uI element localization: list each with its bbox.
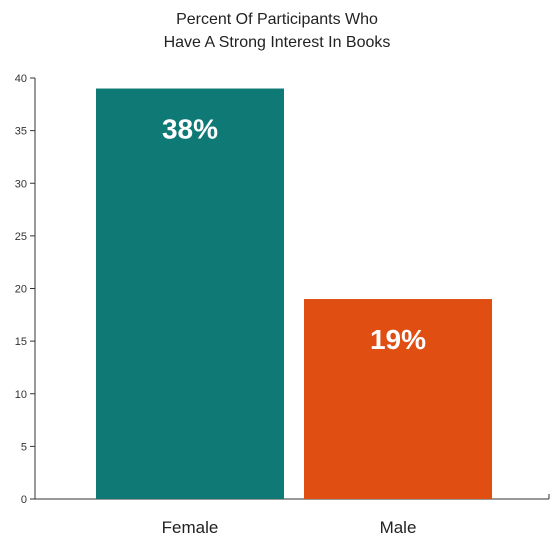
- x-axis: Female Male: [35, 494, 550, 537]
- bar-male: [304, 299, 492, 499]
- y-tick-label: 10: [15, 389, 27, 401]
- x-category-label: Female: [162, 518, 219, 537]
- y-tick-label: 0: [21, 494, 27, 506]
- x-category-label: Male: [380, 518, 417, 537]
- y-tick-label: 5: [21, 441, 27, 453]
- y-tick-label: 35: [15, 126, 27, 138]
- bar-data-label: 38%: [162, 114, 218, 145]
- y-axis: 0 5 10 15 20 25 30 35 40: [15, 73, 36, 506]
- bar-female: [96, 88, 284, 500]
- y-tick-label: 15: [15, 336, 27, 348]
- bars: 38% 19%: [96, 88, 492, 500]
- bar-data-label: 19%: [370, 324, 426, 355]
- chart-title-line-2: Have A Strong Interest In Books: [163, 34, 391, 51]
- chart-title-line-1: Percent Of Participants Who: [176, 11, 378, 28]
- y-tick-label: 30: [15, 178, 27, 190]
- y-tick-label: 25: [15, 231, 27, 243]
- y-tick-label: 40: [15, 73, 27, 85]
- y-tick-label: 20: [15, 284, 27, 296]
- chart-title: Percent Of Participants Who Have A Stron…: [0, 8, 554, 54]
